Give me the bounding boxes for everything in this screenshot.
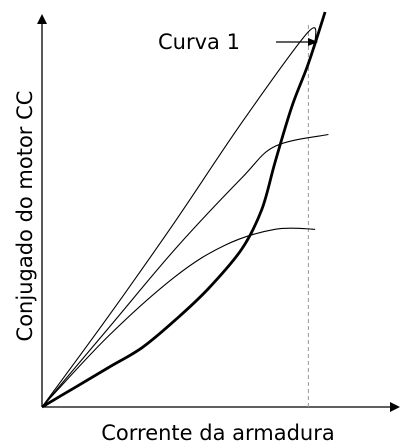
series-line-2: [41, 27, 317, 408]
curve-1-annotation-label: Curva 1: [158, 30, 240, 54]
series-line-3: [41, 133, 329, 408]
x-axis-label: Corrente da armadura: [101, 421, 334, 445]
series-line-1: [41, 11, 327, 409]
y-axis-label: Conjugado do motor CC: [13, 91, 37, 342]
series-layer: [41, 11, 329, 409]
series-line-4: [41, 227, 316, 408]
